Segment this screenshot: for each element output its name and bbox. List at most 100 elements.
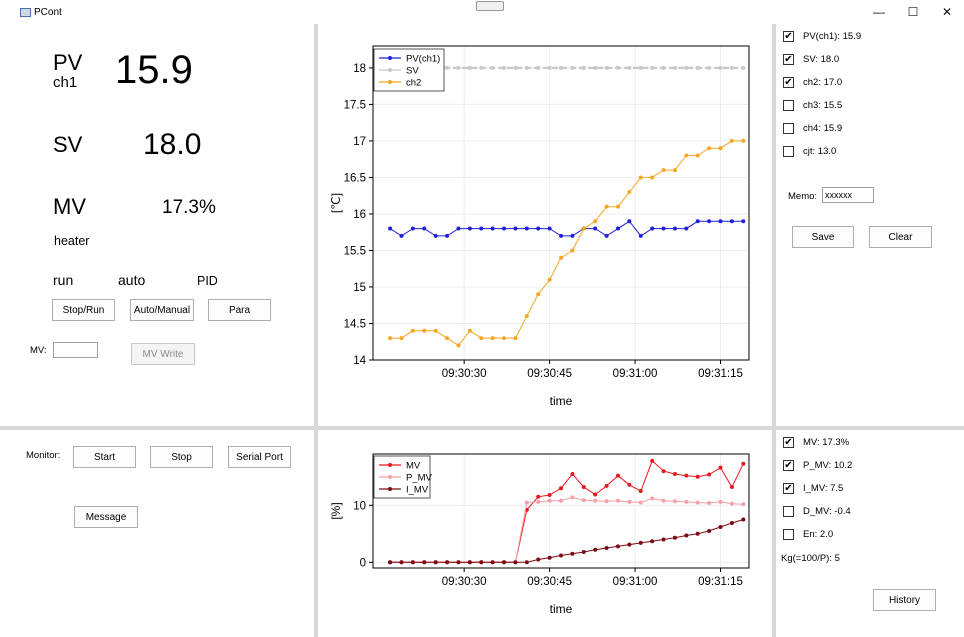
data-point (570, 65, 575, 70)
legend-marker (388, 68, 392, 72)
check-icon: ✔ (784, 483, 793, 494)
auto-manual-button[interactable]: Auto/Manual (130, 299, 194, 321)
data-point (661, 537, 666, 542)
series-line (390, 459, 744, 563)
history-button[interactable]: History (873, 589, 936, 611)
d-mv-item: D_MV: -0.4 (803, 506, 851, 517)
data-point (388, 336, 393, 341)
data-point (729, 520, 734, 525)
data-point (422, 560, 427, 565)
data-point (604, 65, 609, 70)
memo-input[interactable] (822, 187, 874, 203)
mv-label: MV (53, 194, 86, 219)
channel-checkbox[interactable]: ✔ (783, 77, 794, 88)
mv-write-button[interactable]: MV Write (131, 343, 195, 365)
data-point (695, 153, 700, 158)
data-point (638, 500, 643, 505)
data-point (684, 65, 689, 70)
data-point (684, 499, 689, 504)
x-axis-label: time (550, 394, 573, 408)
data-point (536, 557, 541, 562)
x-tick-label: 09:31:00 (613, 576, 658, 588)
data-point (559, 233, 563, 238)
y-tick-label: 0 (360, 557, 366, 569)
y-tick-label: 15.5 (344, 245, 366, 257)
mv-checkbox[interactable]: ✔ (783, 437, 794, 448)
channel-checkbox[interactable]: ✔ (783, 54, 794, 65)
mv-input-label: MV: (30, 345, 47, 356)
data-point (433, 560, 438, 565)
y-tick-label: 16.5 (344, 172, 366, 184)
sv-value: 18.0 (143, 128, 202, 161)
data-point (570, 495, 575, 500)
data-point (672, 499, 677, 504)
close-button[interactable]: ✕ (941, 5, 953, 19)
channel-checkbox[interactable] (783, 100, 794, 111)
vertical-splitter-left[interactable] (314, 24, 318, 637)
p-mv-checkbox[interactable]: ✔ (783, 460, 794, 471)
message-button[interactable]: Message (74, 506, 138, 528)
save-button[interactable]: Save (792, 226, 854, 248)
legend-label: MV (406, 461, 421, 472)
serial-port-button[interactable]: Serial Port (228, 446, 291, 468)
data-point (627, 542, 632, 547)
title-drag-handle[interactable] (476, 1, 504, 11)
maximize-button[interactable]: ☐ (907, 5, 919, 19)
x-tick-label: 09:31:00 (613, 368, 658, 380)
data-point (707, 472, 712, 477)
data-point (718, 146, 723, 151)
data-point (559, 553, 563, 558)
pv-value: 15.9 (115, 48, 193, 92)
data-point (615, 544, 620, 549)
data-point (684, 533, 689, 538)
data-point (593, 492, 598, 497)
legend-marker (388, 463, 392, 467)
series-line (389, 220, 744, 237)
data-point (661, 498, 666, 503)
data-point (661, 226, 666, 231)
data-point (672, 65, 677, 70)
y-tick-label: 14.5 (344, 318, 366, 330)
data-point (604, 483, 609, 488)
data-point (581, 226, 586, 231)
legend-marker (388, 80, 392, 84)
stop-run-button[interactable]: Stop/Run (52, 299, 115, 321)
para-button[interactable]: Para (208, 299, 271, 321)
en-checkbox[interactable] (783, 529, 794, 540)
data-point (388, 560, 393, 565)
horizontal-splitter[interactable] (0, 426, 964, 430)
mode-state: auto (118, 272, 146, 288)
data-point (399, 336, 404, 341)
data-point (661, 65, 666, 70)
kg-item: Kg(=100/P): 5 (781, 553, 840, 564)
plot-frame (372, 45, 750, 361)
vertical-splitter-right[interactable] (772, 24, 776, 637)
data-point (650, 175, 655, 180)
data-point (604, 546, 609, 551)
stop-button[interactable]: Stop (150, 446, 213, 468)
start-button[interactable]: Start (73, 446, 136, 468)
data-point (638, 233, 643, 238)
window-icon (20, 8, 31, 17)
title-bar: PCont — ☐ ✕ (0, 0, 964, 24)
data-point (422, 328, 427, 333)
clear-button[interactable]: Clear (869, 226, 932, 248)
data-point (615, 473, 620, 478)
i-mv-checkbox[interactable]: ✔ (783, 483, 794, 494)
data-point (559, 255, 563, 260)
data-point (559, 486, 563, 491)
y-tick-label: 17 (353, 136, 366, 148)
data-point (547, 277, 552, 282)
data-point (581, 550, 586, 555)
data-point (467, 65, 472, 70)
data-point (570, 471, 575, 476)
minimize-button[interactable]: — (873, 5, 885, 19)
mv-input[interactable] (53, 342, 98, 358)
d-mv-checkbox[interactable] (783, 506, 794, 517)
data-point (445, 233, 450, 238)
channel-checkbox[interactable] (783, 123, 794, 134)
channel-checkbox[interactable]: ✔ (783, 31, 794, 42)
data-point (479, 336, 484, 341)
channel-checkbox[interactable] (783, 146, 794, 157)
data-point (593, 498, 598, 503)
